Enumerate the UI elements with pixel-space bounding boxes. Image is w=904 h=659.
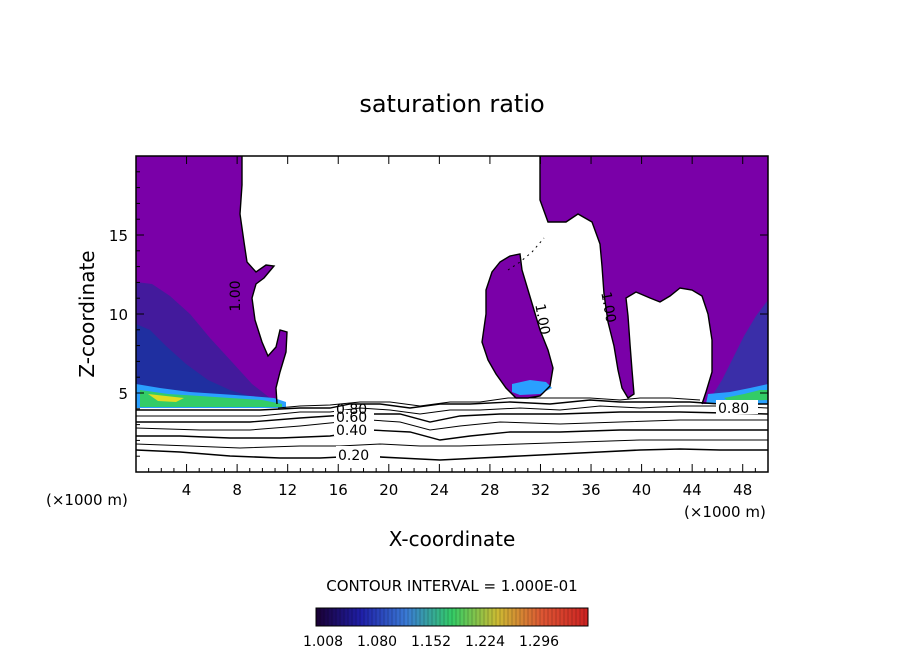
colorbar-stripes (319, 608, 585, 626)
y-axis-label: Z-coordinate (75, 250, 99, 377)
chart-title: saturation ratio (359, 90, 544, 118)
contour-line-1.00-center (481, 253, 554, 399)
supersaturated-shade-left-deep (136, 324, 274, 406)
colorbar (315, 607, 589, 627)
x-tick-label: 20 (379, 481, 398, 499)
contour-label-0.80-right: 0.80 (718, 401, 749, 417)
colorbar-tick-label: 1.080 (357, 634, 397, 650)
saturated-region-center (482, 254, 553, 398)
contour-label-0.20: 0.20 (338, 448, 369, 464)
x-tick-label: 16 (329, 481, 348, 499)
y-tick-label: 10 (109, 306, 128, 324)
supersaturated-band-left-green (140, 390, 282, 407)
contour-line-0.70 (136, 405, 768, 417)
contour-label-1.00-right: 1.00 (597, 291, 618, 324)
colorbar-tick-label: 1.008 (303, 634, 343, 650)
contour-line-1.00-left (239, 156, 288, 405)
colorbar-tick-label: 1.224 (465, 634, 505, 650)
x-tick-label: 24 (430, 481, 449, 499)
x-tick-label: 40 (632, 481, 651, 499)
contour-line-0.90 (277, 397, 701, 409)
contour-labels: 0.20 0.40 0.60 0.80 0.80 1.00 1.00 1.00 (228, 280, 758, 464)
contour-label-0.40: 0.40 (336, 423, 367, 439)
contour-line-1.00-dots (507, 237, 545, 271)
y-tick-label: 15 (109, 227, 128, 245)
colorbar-tick-labels: 1.008 1.080 1.152 1.224 1.296 (303, 634, 559, 650)
supersaturated-band-left-yellow (148, 394, 184, 402)
supersaturated-band-center (512, 380, 552, 395)
contour-line-0.60 (136, 411, 768, 423)
supersaturated-band-right-green (724, 390, 768, 401)
contour-lines (136, 156, 768, 461)
y-axis-ticks: 5 10 15 (109, 171, 768, 457)
x-unit-label-right: (×1000 m) (684, 503, 766, 521)
saturated-region-right (540, 156, 768, 404)
x-tick-label: 4 (182, 481, 192, 499)
contour-line-0.20 (136, 448, 768, 461)
contour-interval-text: CONTOUR INTERVAL = 1.000E-01 (326, 577, 577, 595)
contour-label-1.00-left: 1.00 (228, 280, 244, 311)
contour-label-0.60: 0.60 (336, 410, 367, 426)
contour-label-1.00-center: 1.00 (531, 303, 552, 336)
contour-line-1.00-right (539, 156, 713, 405)
x-tick-label: 8 (232, 481, 242, 499)
contour-line-0.80 (136, 399, 768, 411)
colorbar-tick-label: 1.152 (411, 634, 451, 650)
x-tick-label: 48 (733, 481, 752, 499)
supersaturated-shade-right (710, 300, 768, 404)
x-tick-label: 36 (581, 481, 600, 499)
x-tick-label: 12 (278, 481, 297, 499)
y-tick-label: 5 (118, 385, 128, 403)
x-tick-label: 44 (683, 481, 702, 499)
x-tick-label: 32 (531, 481, 550, 499)
contour-line-0.50 (136, 419, 768, 431)
x-axis-label: X-coordinate (389, 527, 516, 551)
contour-line-0.40 (136, 429, 768, 441)
x-tick-label: 28 (480, 481, 499, 499)
contour-line-0.30 (136, 439, 768, 449)
x-axis-ticks: 4 8 12 16 20 24 28 32 36 40 44 48 (148, 156, 756, 499)
plot-fill-layer (136, 156, 768, 408)
x-unit-label-left: (×1000 m) (46, 491, 128, 509)
colorbar-tick-label: 1.296 (519, 634, 559, 650)
contour-label-0.80-left: 0.80 (336, 402, 367, 418)
